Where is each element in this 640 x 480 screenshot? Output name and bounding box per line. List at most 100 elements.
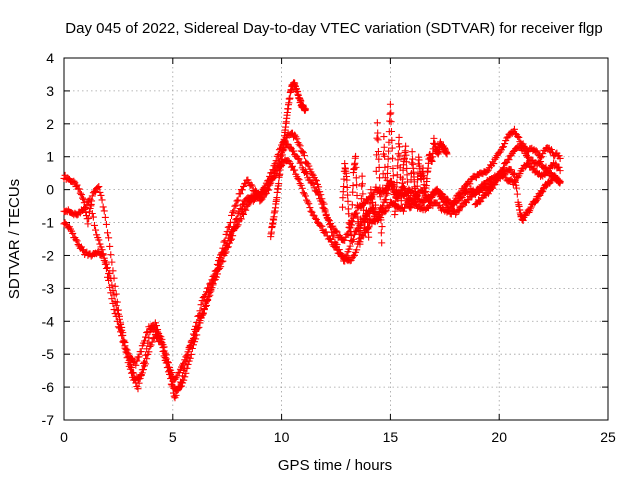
data-point	[307, 207, 315, 215]
data-point	[390, 201, 398, 209]
data-point	[552, 173, 560, 181]
data-point	[241, 180, 249, 188]
axis-ticks	[63, 57, 609, 421]
data-point	[555, 163, 563, 171]
data-point	[77, 191, 85, 199]
data-point	[388, 144, 396, 152]
data-point	[69, 229, 77, 237]
data-point	[106, 269, 114, 277]
data-point	[117, 328, 125, 336]
data-point	[347, 232, 355, 240]
data-point	[489, 184, 497, 192]
data-point	[197, 301, 205, 309]
data-point	[491, 155, 499, 163]
data-point	[315, 191, 323, 199]
data-point	[389, 164, 397, 172]
data-point	[490, 160, 498, 168]
data-point	[95, 236, 103, 244]
x-tick-label: 10	[274, 429, 290, 445]
data-point	[352, 163, 360, 171]
data-point	[232, 201, 240, 209]
data-point	[339, 203, 347, 211]
data-point	[105, 276, 113, 284]
data-point	[359, 232, 367, 240]
data-point	[383, 169, 391, 177]
data-point	[514, 133, 522, 141]
data-point	[104, 273, 112, 281]
y-tick-label: -7	[42, 412, 55, 428]
data-point	[344, 191, 352, 199]
data-point	[383, 176, 391, 184]
data-point	[556, 154, 564, 162]
data-point	[182, 369, 190, 377]
data-point	[344, 197, 352, 205]
data-point	[181, 373, 189, 381]
data-point	[365, 233, 373, 241]
data-point	[386, 100, 394, 108]
data-point	[230, 207, 238, 215]
data-point	[350, 251, 358, 259]
series-track-e	[339, 100, 451, 248]
data-point	[122, 345, 130, 353]
data-point	[538, 188, 546, 196]
data-point	[298, 184, 306, 192]
data-point	[335, 231, 343, 239]
data-point	[85, 208, 93, 216]
data-point	[134, 385, 142, 393]
data-point	[142, 333, 150, 341]
data-point	[395, 140, 403, 148]
data-point	[303, 170, 311, 178]
data-point	[500, 143, 508, 151]
data-point	[97, 191, 105, 199]
data-point	[98, 246, 106, 254]
data-point	[382, 185, 390, 193]
data-point	[353, 201, 361, 209]
data-point	[233, 197, 241, 205]
y-tick-label: 0	[46, 182, 54, 198]
data-point	[374, 129, 382, 137]
data-point	[223, 244, 231, 252]
data-point	[219, 257, 227, 265]
data-point	[176, 383, 184, 391]
data-point	[238, 186, 246, 194]
data-point	[120, 339, 128, 347]
data-point	[408, 148, 416, 156]
data-point	[407, 188, 415, 196]
data-point	[306, 204, 314, 212]
data-point	[164, 359, 172, 367]
series-track-d	[267, 79, 310, 241]
data-point	[149, 335, 157, 343]
data-point	[526, 205, 534, 213]
data-point	[96, 188, 104, 196]
data-point	[234, 221, 242, 229]
data-point	[172, 374, 180, 382]
data-point	[145, 348, 153, 356]
data-point	[538, 153, 546, 161]
data-point	[179, 361, 187, 369]
data-point	[102, 265, 110, 272]
data-point	[406, 195, 414, 203]
y-tick-label: -5	[42, 346, 55, 362]
data-point	[397, 187, 405, 195]
data-point	[296, 180, 304, 188]
data-point	[114, 323, 122, 331]
data-point	[228, 211, 236, 219]
data-point	[402, 158, 410, 166]
data-point	[217, 263, 225, 271]
data-point	[420, 174, 428, 182]
data-point	[139, 366, 147, 374]
data-point	[353, 209, 361, 217]
data-point	[108, 295, 116, 303]
data-point	[510, 177, 518, 185]
data-point	[181, 356, 189, 364]
data-point	[168, 369, 176, 377]
data-point	[228, 235, 236, 243]
data-point	[269, 174, 277, 182]
data-point	[315, 183, 323, 191]
data-point	[261, 188, 269, 196]
data-point	[118, 332, 126, 340]
data-point	[322, 228, 330, 236]
data-point	[143, 355, 151, 363]
data-point	[135, 353, 143, 361]
data-point	[233, 222, 241, 230]
